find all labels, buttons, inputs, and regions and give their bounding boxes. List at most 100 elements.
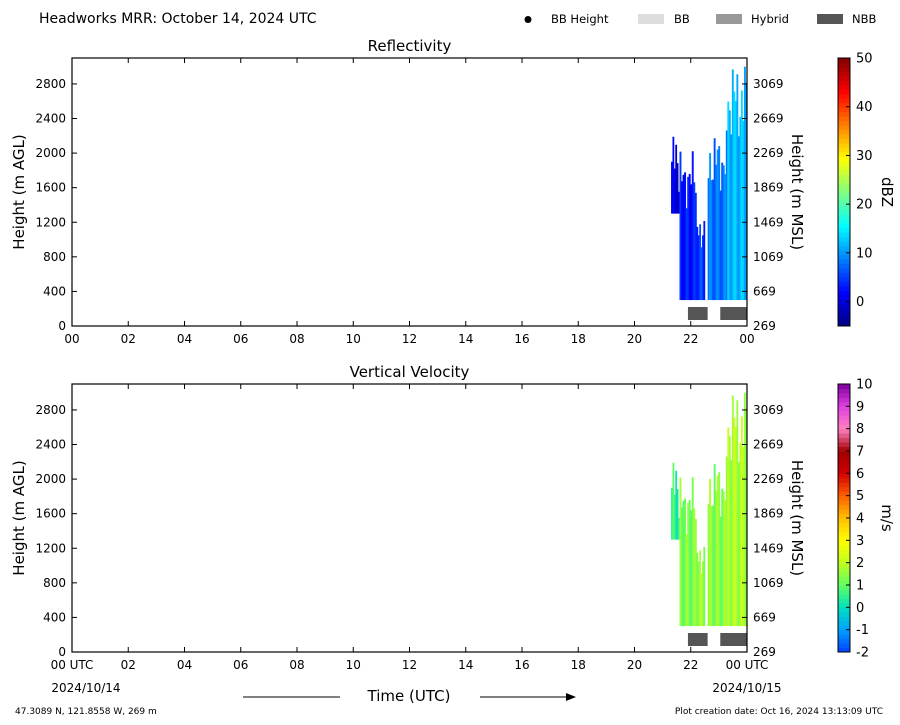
xlabel-arrow-head xyxy=(566,693,576,701)
echo-column xyxy=(739,117,742,301)
echo-column xyxy=(682,174,685,301)
colorbar-step xyxy=(838,241,850,247)
echo-column xyxy=(739,443,742,627)
plot-frame xyxy=(71,57,748,327)
echo-column xyxy=(728,110,731,301)
y-axis-label-right: Height (m MSL) xyxy=(788,134,806,250)
colorbar-step xyxy=(838,89,850,95)
colorbar-step xyxy=(838,223,850,229)
panel-title: Vertical Velocity xyxy=(350,363,470,381)
echo-column xyxy=(699,550,701,627)
echo-column xyxy=(733,91,736,301)
colorbar-step xyxy=(838,433,850,439)
echo-column xyxy=(721,488,724,627)
colorbar-step xyxy=(838,187,850,193)
echo-column xyxy=(725,456,728,627)
colorbar-step xyxy=(838,553,850,559)
y-right-tick-label: 1469 xyxy=(753,215,784,229)
colorbar-step xyxy=(838,620,850,626)
y-tick-label: 2800 xyxy=(35,77,66,91)
echo-segment xyxy=(679,151,697,301)
echo-column xyxy=(693,508,696,627)
y-right-tick-label: 3069 xyxy=(753,403,784,417)
colorbar-tick-label: 1 xyxy=(856,579,864,594)
y-right-tick-label: 3069 xyxy=(753,77,784,91)
colorbar-step xyxy=(838,643,850,649)
y-right-tick-label: 2669 xyxy=(753,438,784,452)
colorbar-step xyxy=(838,169,850,175)
colorbar-tick-label: 5 xyxy=(856,489,864,504)
echo-segment xyxy=(696,547,706,627)
colorbar-step xyxy=(838,80,850,86)
colorbar-step xyxy=(838,165,850,171)
echo-column xyxy=(679,151,682,301)
colorbar-step xyxy=(838,518,850,523)
colorbar-step xyxy=(838,236,850,242)
x-tick-label: 06 xyxy=(233,658,248,672)
y-right-tick-label: 2669 xyxy=(753,112,784,126)
colorbar-step xyxy=(838,415,850,421)
colorbar-step xyxy=(838,540,850,546)
colorbar-step xyxy=(838,107,850,113)
legend-bb-height-label: BB Height xyxy=(551,12,609,26)
y-tick-label: 2400 xyxy=(35,112,66,126)
bright-band-class-bar xyxy=(687,633,708,646)
colorbar-step xyxy=(838,178,850,184)
colorbar-step xyxy=(838,477,850,483)
echo-column xyxy=(693,182,696,301)
legend-bb-height-dot xyxy=(524,16,532,23)
colorbar-tick-label: 2 xyxy=(856,556,864,571)
colorbar-step xyxy=(838,464,850,470)
x-tick-label: 14 xyxy=(458,658,473,672)
colorbar-step xyxy=(838,133,850,139)
echo-column xyxy=(722,165,725,301)
echo-column xyxy=(727,427,730,627)
x-tick-label: 02 xyxy=(121,658,136,672)
echo-column xyxy=(707,178,710,301)
colorbar-step xyxy=(838,218,850,224)
echo-column xyxy=(740,416,743,627)
echo-column xyxy=(734,426,737,627)
echo-column xyxy=(684,172,687,301)
echo-column xyxy=(731,395,734,627)
x-tick-label: 10 xyxy=(346,658,361,672)
colorbar-step xyxy=(838,526,850,532)
echo-column xyxy=(678,191,680,214)
colorbar-step xyxy=(838,254,850,260)
colorbar-step xyxy=(838,455,850,461)
y-right-tick-label: 2269 xyxy=(753,146,784,160)
y-right-tick-label: 669 xyxy=(753,610,776,624)
colorbar-step xyxy=(838,183,850,189)
colorbar-step xyxy=(838,71,850,77)
y-right-tick-label: 2269 xyxy=(753,472,784,486)
echo-column xyxy=(713,138,716,301)
colorbar-step xyxy=(838,571,850,577)
echo-segment xyxy=(696,221,706,301)
echo-column xyxy=(737,462,740,627)
colorbar-step xyxy=(838,522,850,528)
echo-column xyxy=(685,534,688,627)
panel-title: Reflectivity xyxy=(368,37,452,55)
echo-column xyxy=(719,190,722,301)
echo-column xyxy=(719,516,722,627)
echo-column xyxy=(715,164,718,301)
colorbar-step xyxy=(838,75,850,81)
echo-column xyxy=(679,477,682,627)
echo-column xyxy=(709,153,712,301)
y-tick-label: 1600 xyxy=(35,507,66,521)
colorbar-step xyxy=(838,138,850,144)
y-tick-label: 2000 xyxy=(35,146,66,160)
colorbar-tick-label: 4 xyxy=(856,512,864,527)
echo-column xyxy=(676,489,679,540)
echo-segment xyxy=(727,66,748,301)
colorbar-step xyxy=(838,125,850,130)
colorbar-tick-label: 6 xyxy=(856,467,864,482)
echo-column xyxy=(736,74,739,301)
colorbar-step xyxy=(838,102,850,108)
echo-column xyxy=(696,226,699,301)
echo-column xyxy=(685,208,688,301)
colorbar-step xyxy=(838,303,850,309)
header-legend: BB Height BB Hybrid NBB xyxy=(524,12,876,26)
colorbar-step xyxy=(838,625,850,631)
colorbar-step xyxy=(838,93,850,99)
